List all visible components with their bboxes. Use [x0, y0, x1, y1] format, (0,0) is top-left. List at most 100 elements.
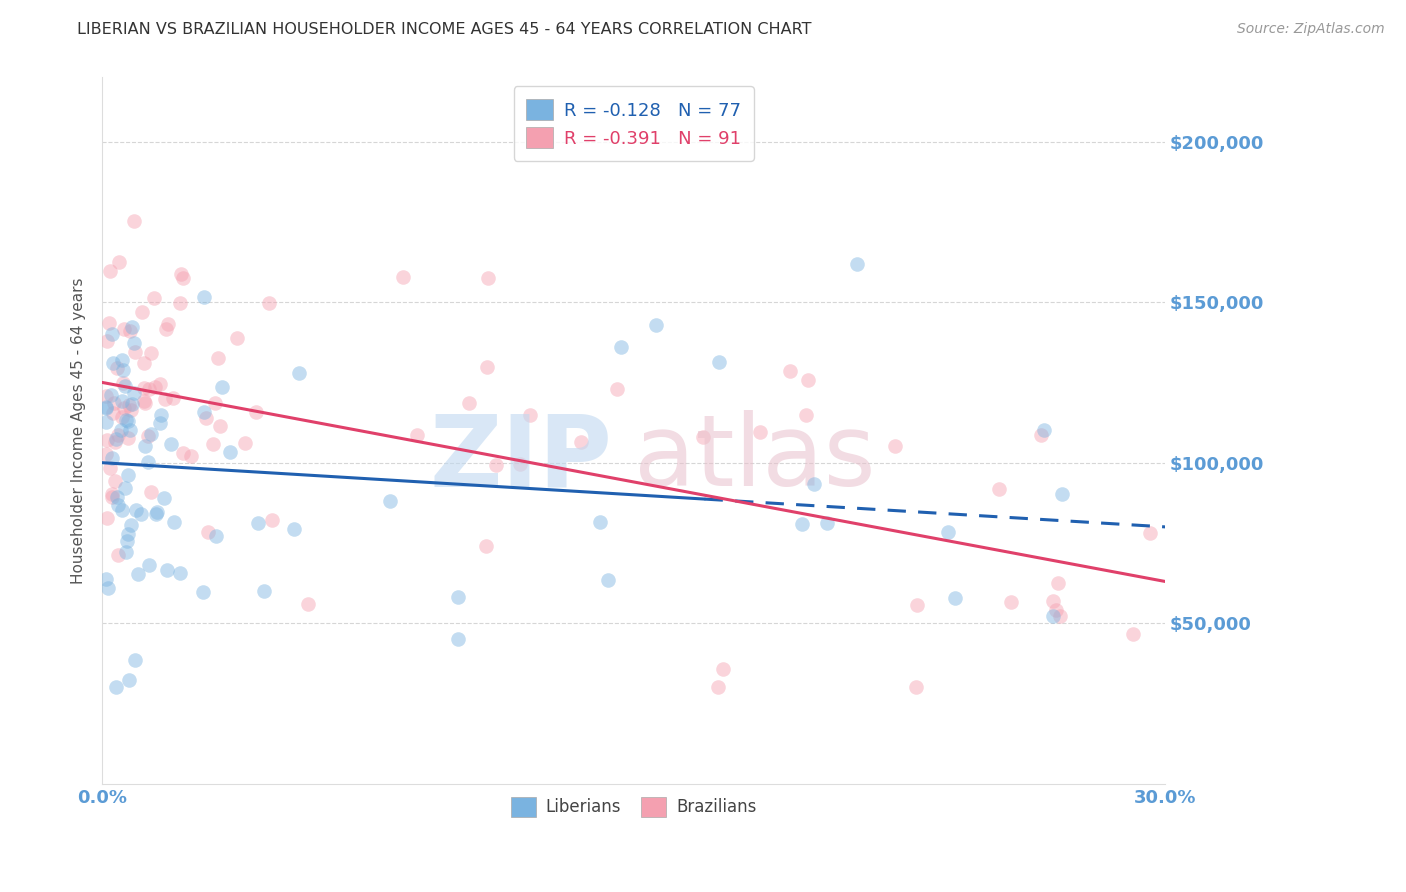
Point — [191, 584, 214, 599]
Point — [153, 491, 176, 505]
Point — [104, 432, 127, 446]
Point — [936, 524, 959, 539]
Point — [98, 264, 121, 278]
Point — [477, 270, 499, 285]
Point — [259, 296, 281, 310]
Point — [692, 430, 714, 444]
Point — [110, 423, 132, 437]
Point — [129, 508, 152, 522]
Point — [160, 437, 183, 451]
Point — [1045, 602, 1067, 616]
Point — [125, 503, 148, 517]
Point — [115, 534, 138, 549]
Point — [94, 400, 117, 414]
Text: ZIP: ZIP — [430, 410, 613, 508]
Point — [378, 494, 401, 508]
Point — [519, 408, 541, 422]
Point — [195, 411, 218, 425]
Point — [117, 527, 139, 541]
Point — [107, 549, 129, 563]
Point — [207, 351, 229, 366]
Point — [117, 467, 139, 482]
Text: LIBERIAN VS BRAZILIAN HOUSEHOLDER INCOME AGES 45 - 64 YEARS CORRELATION CHART: LIBERIAN VS BRAZILIAN HOUSEHOLDER INCOME… — [77, 22, 811, 37]
Point — [132, 356, 155, 370]
Point — [105, 490, 128, 504]
Point — [609, 341, 631, 355]
Point — [163, 515, 186, 529]
Point — [148, 376, 170, 391]
Point — [117, 414, 139, 428]
Point — [110, 394, 132, 409]
Point — [245, 405, 267, 419]
Point — [405, 428, 427, 442]
Point — [141, 346, 163, 360]
Point — [193, 289, 215, 303]
Point — [108, 254, 131, 268]
Point — [118, 324, 141, 338]
Point — [262, 513, 284, 527]
Point — [101, 406, 124, 420]
Point — [127, 567, 149, 582]
Point — [105, 361, 128, 376]
Point — [112, 376, 135, 390]
Point — [588, 515, 610, 529]
Point — [138, 558, 160, 572]
Point — [645, 318, 668, 332]
Point — [94, 447, 117, 461]
Point — [118, 398, 141, 412]
Point — [134, 439, 156, 453]
Point — [101, 487, 124, 501]
Point — [707, 355, 730, 369]
Point — [145, 379, 167, 393]
Point — [606, 382, 628, 396]
Point — [218, 445, 240, 459]
Point — [124, 652, 146, 666]
Point — [96, 334, 118, 348]
Point — [136, 429, 159, 443]
Point — [193, 405, 215, 419]
Point — [112, 401, 135, 416]
Point — [792, 517, 814, 532]
Point — [162, 391, 184, 405]
Point — [598, 573, 620, 587]
Point — [157, 317, 180, 331]
Point — [204, 396, 226, 410]
Point — [1050, 487, 1073, 501]
Point — [1000, 595, 1022, 609]
Point — [150, 409, 173, 423]
Point — [142, 291, 165, 305]
Point — [101, 490, 124, 504]
Point — [118, 423, 141, 437]
Point — [139, 484, 162, 499]
Point — [124, 345, 146, 359]
Point — [111, 503, 134, 517]
Point — [94, 389, 117, 403]
Point — [779, 364, 801, 378]
Point — [101, 327, 124, 342]
Point — [1032, 423, 1054, 437]
Point — [1042, 608, 1064, 623]
Point — [146, 505, 169, 519]
Point — [943, 591, 966, 606]
Point — [884, 439, 907, 453]
Point — [211, 380, 233, 394]
Point — [145, 507, 167, 521]
Point — [120, 517, 142, 532]
Point — [235, 435, 257, 450]
Point — [103, 356, 125, 370]
Point — [114, 481, 136, 495]
Point — [107, 428, 129, 442]
Point — [1122, 626, 1144, 640]
Point — [115, 545, 138, 559]
Point — [458, 396, 481, 410]
Point — [446, 590, 468, 604]
Point — [169, 566, 191, 581]
Point — [297, 597, 319, 611]
Point — [96, 511, 118, 525]
Point — [155, 321, 177, 335]
Point — [155, 564, 177, 578]
Point — [794, 409, 817, 423]
Point — [98, 316, 121, 330]
Point — [225, 331, 247, 345]
Point — [100, 388, 122, 402]
